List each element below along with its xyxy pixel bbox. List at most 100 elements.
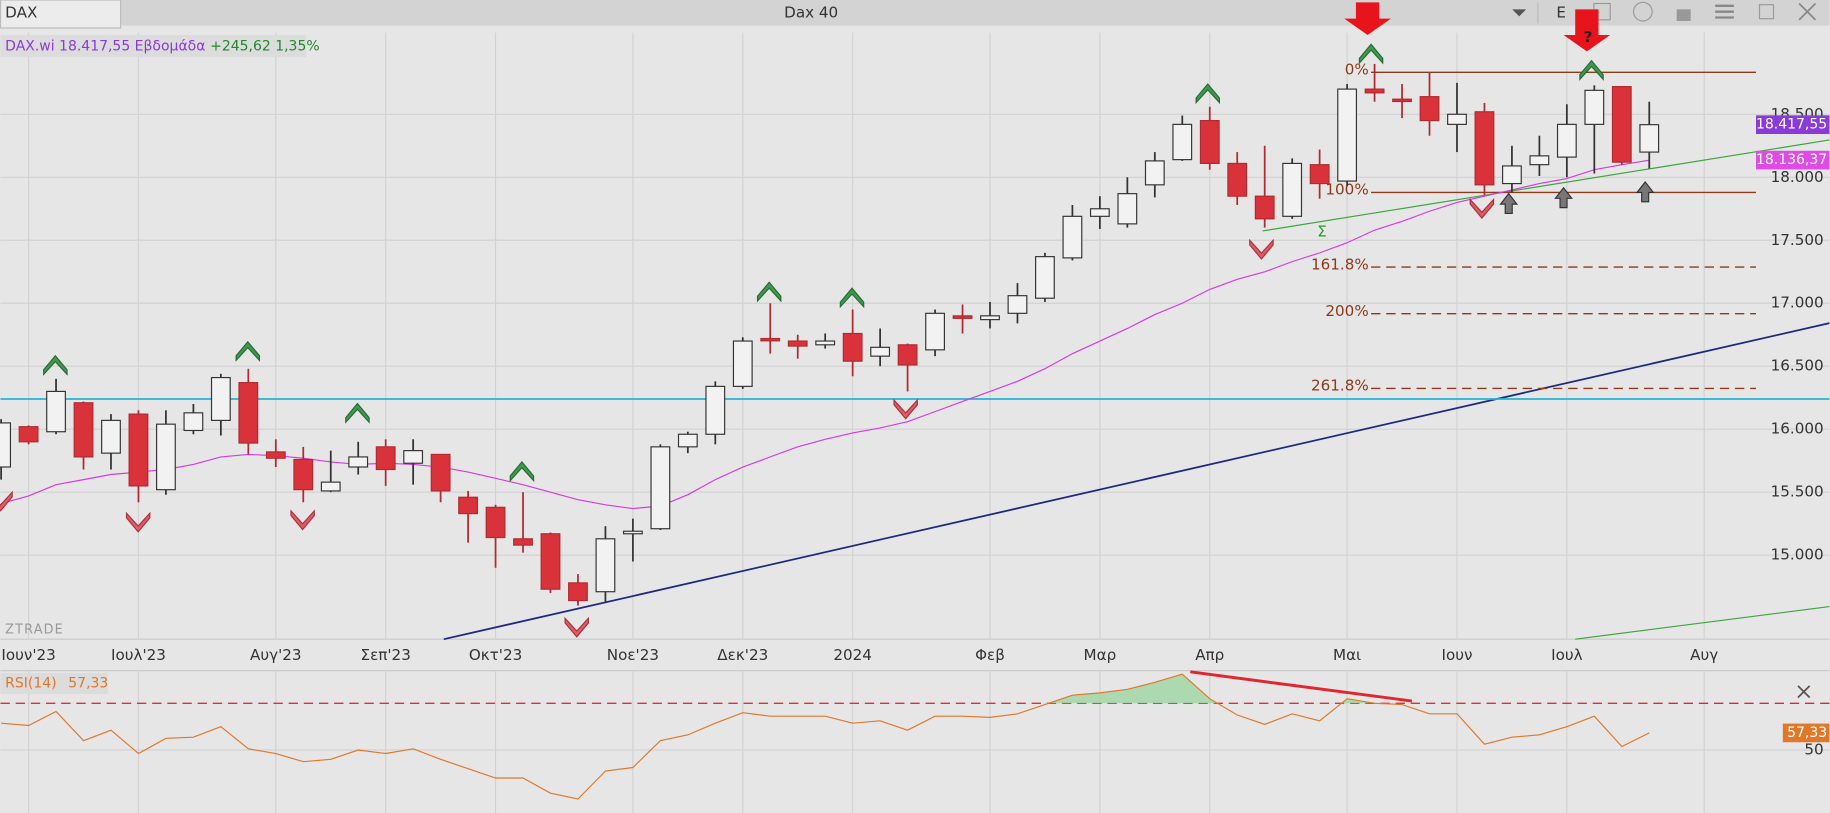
candle-body [952,315,973,319]
fib-label: 200% [1325,302,1368,320]
tab[interactable] [0,0,122,29]
candle-body [650,446,671,530]
trend-line [1575,605,1830,640]
candle-body [513,538,533,546]
candle-body [760,337,781,342]
x-tick-label: Αυγ [1690,646,1718,664]
x-tick-label: Αυγ'23 [250,646,302,664]
up-signal [1195,83,1221,105]
candle-body [1007,295,1028,314]
arrow-up [1635,181,1655,203]
lock-icon[interactable] [1676,9,1691,21]
fib-label: 161.8% [1311,255,1369,273]
candle-body [568,582,588,602]
rsi-label: RSI(14) [5,676,56,692]
candle-body [705,385,726,435]
candle-body [1227,162,1248,197]
up-signal [1358,43,1384,65]
up-signal [1579,59,1604,81]
candle-body [1282,162,1303,217]
candle-body [293,458,314,491]
fib-label: 100% [1325,181,1368,199]
panel-close[interactable] [1797,685,1811,699]
tab-label[interactable]: DAX [5,3,37,21]
y-tick-label: 18.000 [1771,168,1824,186]
last-price-label: 18.417,55 [1756,117,1827,133]
title-bar [0,0,1830,26]
icon[interactable] [1632,1,1653,22]
candle-body [1447,113,1467,125]
y-tick-label: 17.500 [1771,231,1824,249]
candle-body [925,312,945,351]
candle-body [1419,96,1440,122]
candle-body [1062,215,1083,259]
candle-body [677,433,698,448]
candle-body [1089,208,1110,217]
window-title: Dax 40 [784,3,838,21]
candle-body [101,419,121,454]
dropdown-icon[interactable] [1512,9,1527,17]
down-signal [1469,197,1495,220]
candle-body [18,426,39,443]
candle-body [1474,111,1495,186]
candle-body [1556,123,1577,158]
rsi-value-label: 57,33 [1787,725,1827,741]
question-mark: ? [1584,28,1593,46]
candle-body [46,390,66,433]
candle-body [403,450,424,464]
y-tick-label: 15.500 [1771,483,1824,501]
x-tick-label: Ιουλ'23 [111,646,166,664]
legend-bg [0,34,307,58]
candle-body [156,423,176,491]
up-signal [509,460,535,483]
down-signal [564,616,589,638]
fib-label: 0% [1345,61,1369,79]
restore-icon[interactable] [1758,4,1775,20]
arrow-up [1499,192,1519,215]
x-tick-label: Δεκ'23 [717,646,768,664]
x-tick-label: Μαρ [1084,646,1117,664]
y-tick-label: 15.000 [1771,546,1824,564]
e-button[interactable]: E [1556,3,1566,21]
candle-body [1199,120,1220,164]
y-tick-label: 16.000 [1771,420,1824,438]
candle-body [265,451,286,459]
down-signal [125,511,151,533]
close-icon[interactable] [1798,2,1817,21]
menu-icon[interactable] [1715,4,1734,19]
candle-body [1309,164,1330,185]
x-tick-label: 2024 [833,646,872,664]
candle-body [622,530,643,535]
x-tick-label: Σεπ'23 [360,646,410,664]
candle-body [1337,88,1358,182]
trend-line [1262,139,1830,232]
candle-body [375,446,396,471]
fib-label: 261.8% [1311,377,1369,395]
candle-body [1254,195,1275,220]
candle-body [1584,89,1605,125]
candle-body [238,382,259,444]
x-tick-label: Φεβ [975,646,1005,664]
candle-body [1611,85,1632,163]
rsi-header-value: 57,33 [68,676,108,692]
rsi-line [1,673,1650,800]
arrow-down [1344,2,1391,35]
candle-body [128,413,149,487]
x-tick-label: Ιουν [1441,646,1472,664]
candle-body [430,453,451,492]
candle-body [842,332,863,362]
candle-body [897,344,918,366]
up-signal [235,340,261,362]
candle-body [1529,155,1550,166]
y-tick-label: 16.500 [1771,357,1824,375]
legend-symbol: DAX.wi 18.417,55 Εβδομάδα [5,39,205,55]
candle-body [595,538,616,593]
rsi-header-bg [0,673,108,695]
x-tick-label: Οκτ'23 [469,646,522,664]
up-signal [43,354,68,376]
candle-body [320,481,341,492]
sigma-marker: Σ [1317,223,1327,241]
y-tick-label: 50 [1804,741,1823,759]
candle-body [73,402,94,458]
down-signal [1249,238,1274,260]
